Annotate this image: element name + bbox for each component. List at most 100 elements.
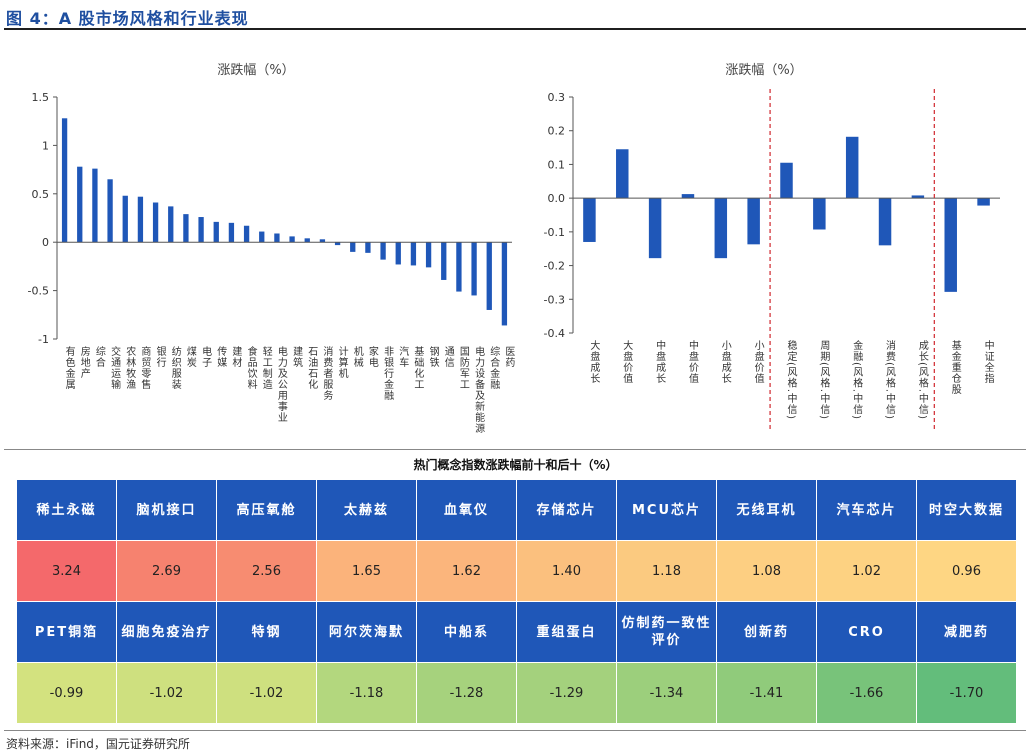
x-tick-label: 综合 bbox=[93, 345, 105, 368]
bottom-names-row: PET铜箔 细胞免疫治疗 特钢 阿尔茨海默 中船系 重组蛋白 仿制药一致性评价 创新药 CRO 减… bbox=[17, 602, 1017, 663]
x-tick-label: 国防军工 bbox=[457, 346, 469, 390]
x-tick-label: 机械 bbox=[351, 345, 363, 368]
bottom-concept-value: -1.02 bbox=[117, 663, 217, 724]
y-tick-label: 0.1 bbox=[548, 158, 566, 171]
x-tick-label: 房地产 bbox=[78, 345, 90, 379]
bar bbox=[944, 198, 957, 292]
top-concept-name: MCU芯片 bbox=[617, 480, 717, 541]
bar bbox=[410, 242, 417, 266]
bar bbox=[681, 194, 695, 199]
bar bbox=[61, 118, 68, 243]
y-tick-label: 0.3 bbox=[548, 91, 566, 104]
bar bbox=[168, 206, 174, 243]
bottom-concept-value: -1.02 bbox=[217, 663, 317, 724]
style-bar-chart: 涨跌幅（%） 0.3 0.2 0.1 0.0 -0.1 -0.2 -0.3 -0.4 大盘成长 大盘… bbox=[544, 62, 1000, 432]
top-concept-name: 稀土永磁 bbox=[17, 480, 117, 541]
bottom-concept-name: 细胞免疫治疗 bbox=[117, 602, 217, 663]
top-values-row: 3.24 2.69 2.56 1.65 1.62 1.40 1.18 1.08 1.02 0.96 bbox=[17, 541, 1017, 602]
bottom-concept-value: -1.70 bbox=[917, 663, 1017, 724]
y-tick-label: 0.2 bbox=[548, 125, 566, 138]
x-tick-label: 非银行金融 bbox=[382, 346, 394, 401]
bar bbox=[152, 202, 159, 243]
x-tick-label: 消费者服务 bbox=[321, 345, 333, 401]
y-tick-label: 0.0 bbox=[548, 192, 566, 205]
bar bbox=[274, 233, 280, 243]
figure-title: 图 4：A 股市场风格和行业表现 bbox=[6, 9, 249, 28]
top-concept-name: 时空大数据 bbox=[917, 480, 1017, 541]
x-tick-label: 基础化工 bbox=[412, 345, 424, 390]
top-concept-value: 2.56 bbox=[217, 541, 317, 602]
x-tick-label: 大盘价值 bbox=[621, 339, 633, 384]
bar bbox=[911, 195, 925, 199]
x-tick-label: 成长(风格.中信) bbox=[916, 340, 928, 420]
bar bbox=[714, 198, 728, 259]
x-tick-label: 消费(风格.中信) bbox=[884, 339, 896, 420]
top-concept-value: 2.69 bbox=[117, 541, 217, 602]
bar bbox=[977, 198, 990, 206]
bar bbox=[334, 242, 341, 246]
x-tick-label: 金融(风格.中信) bbox=[851, 339, 863, 420]
x-tick-label: 小盘成长 bbox=[719, 340, 731, 384]
bottom-values-row: -0.99 -1.02 -1.02 -1.18 -1.28 -1.29 -1.34 -1.41… bbox=[17, 663, 1017, 724]
bottom-concept-value: -1.18 bbox=[317, 663, 417, 724]
bar bbox=[486, 242, 492, 310]
x-tick-label: 通信 bbox=[442, 346, 454, 368]
bottom-concept-value: -1.34 bbox=[617, 663, 717, 724]
y-tick-label: 1 bbox=[42, 139, 49, 152]
top-concept-name: 无线耳机 bbox=[717, 480, 817, 541]
x-tick-label: 电力及公用事业 bbox=[275, 345, 287, 423]
x-tick-label: 医药 bbox=[503, 346, 515, 368]
bar bbox=[198, 217, 204, 243]
bottom-concept-value: -1.41 bbox=[717, 663, 817, 724]
top-concept-name: 汽车芯片 bbox=[817, 480, 917, 541]
bar bbox=[137, 196, 144, 243]
x-tick-label: 农林牧渔 bbox=[124, 345, 136, 390]
bar bbox=[319, 239, 326, 243]
bottom-concept-name: 阿尔茨海默 bbox=[317, 602, 417, 663]
bar bbox=[304, 238, 310, 243]
y-tick-label: -0.3 bbox=[544, 293, 565, 306]
bottom-concept-value: -0.99 bbox=[17, 663, 117, 724]
x-tick-label: 食品饮料 bbox=[245, 345, 257, 390]
y-tick-label: -1 bbox=[38, 333, 49, 346]
industry-bar-chart: 涨跌幅（%） 1.5 1 0.5 0 -0.5 -1 有色金属 房地产 综合 交通运输 农林牧渔 商贸零… bbox=[28, 62, 515, 434]
bar bbox=[583, 198, 596, 242]
bar bbox=[456, 242, 462, 292]
top-concept-name: 血氧仪 bbox=[417, 480, 517, 541]
x-tick-label: 商贸零售 bbox=[139, 345, 151, 390]
x-tick-label: 交通运输 bbox=[109, 345, 121, 390]
bottom-concept-value: -1.28 bbox=[417, 663, 517, 724]
y-tick-label: -0.5 bbox=[28, 285, 49, 298]
bottom-concept-value: -1.66 bbox=[817, 663, 917, 724]
source-note: 资料来源：iFind，国元证券研究所 bbox=[6, 737, 190, 751]
bar bbox=[350, 242, 356, 252]
top-concept-name: 太赫兹 bbox=[317, 480, 417, 541]
chart-title: 涨跌幅（%） bbox=[725, 62, 802, 78]
x-tick-label: 中盘成长 bbox=[654, 339, 666, 384]
bottom-concept-name: 创新药 bbox=[717, 602, 817, 663]
top-concept-value: 1.08 bbox=[717, 541, 817, 602]
x-tick-label: 电力设备及新能源 bbox=[473, 345, 485, 434]
bottom-concept-name: 减肥药 bbox=[917, 602, 1017, 663]
x-tick-label: 煤炭 bbox=[184, 345, 196, 368]
x-tick-label: 建筑 bbox=[291, 345, 303, 368]
x-tick-label: 钢铁 bbox=[427, 345, 439, 368]
x-tick-label: 有色金属 bbox=[63, 345, 75, 390]
bar bbox=[213, 221, 219, 243]
chart-title: 涨跌幅（%） bbox=[217, 62, 294, 78]
bar bbox=[425, 242, 432, 268]
hot-concept-table: 稀土永磁 脑机接口 高压氧舱 太赫兹 血氧仪 存储芯片 MCU芯片 无线耳机 汽车芯片 时空大数据… bbox=[17, 480, 1017, 724]
y-tick-label: -0.2 bbox=[544, 260, 565, 273]
bottom-concept-name: PET铜箔 bbox=[17, 602, 117, 663]
bottom-concept-name: CRO bbox=[817, 602, 917, 663]
top-names-row: 稀土永磁 脑机接口 高压氧舱 太赫兹 血氧仪 存储芯片 MCU芯片 无线耳机 汽车芯片 时空大数据 bbox=[17, 480, 1017, 541]
top-concept-value: 0.96 bbox=[917, 541, 1017, 602]
x-tick-label: 基金重仓股 bbox=[949, 339, 961, 395]
bar bbox=[92, 168, 98, 243]
y-tick-label: 1.5 bbox=[32, 91, 50, 104]
bar bbox=[616, 149, 629, 199]
x-tick-label: 小盘价值 bbox=[752, 340, 764, 384]
table-divider bbox=[4, 449, 1026, 450]
bar bbox=[878, 198, 892, 246]
x-tick-label: 中证全指 bbox=[982, 339, 994, 384]
